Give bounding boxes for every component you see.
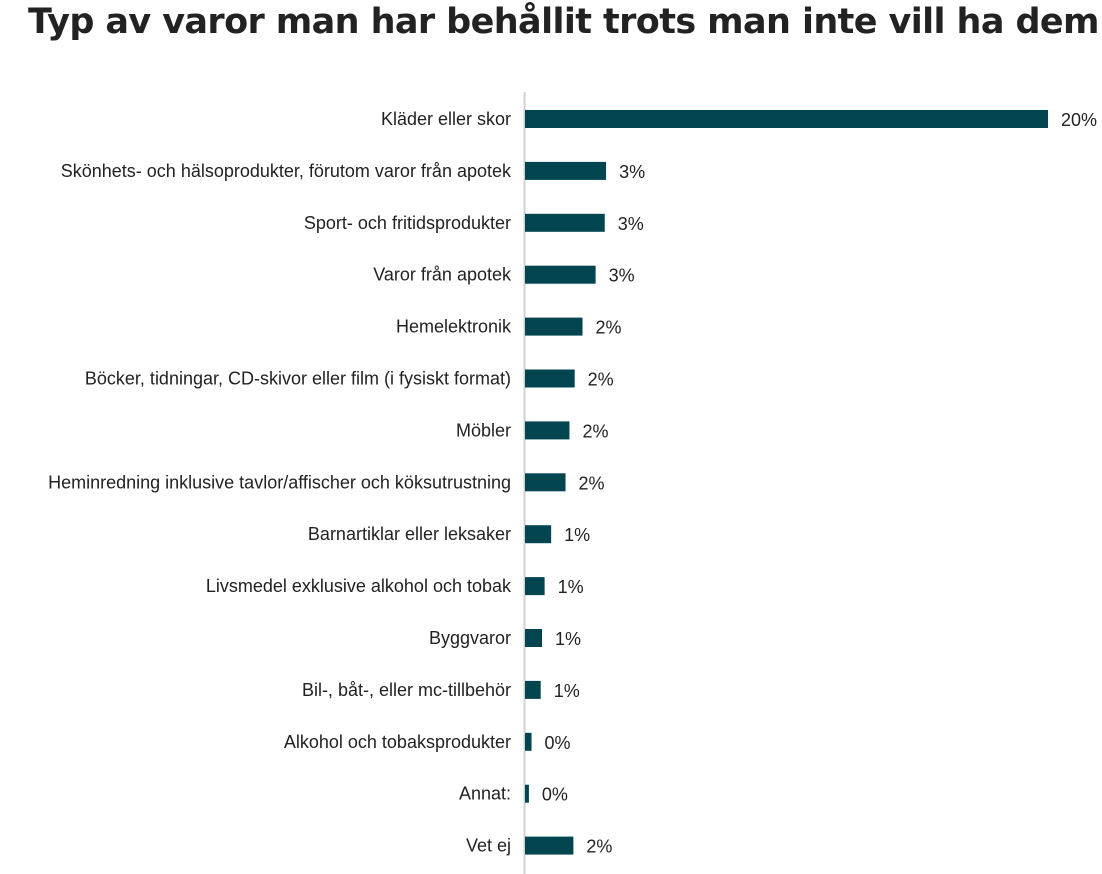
bar [525,836,574,855]
value-label: 2% [588,370,614,390]
bar [525,784,529,803]
category-label: Hemelektronik [396,317,512,337]
category-label: Annat: [459,784,511,804]
value-label: 2% [596,318,622,338]
bar [525,213,605,232]
bar [525,577,545,596]
category-label: Möbler [456,420,511,440]
bar [525,265,596,284]
bar [525,473,566,492]
category-label: Barnartiklar eller leksaker [308,524,511,544]
value-label: 3% [609,266,635,286]
category-label: Heminredning inklusive tavlor/affischer … [48,472,511,492]
value-label: 1% [555,629,581,649]
category-label: Vet ej [466,836,511,856]
bar [525,732,532,751]
category-label: Sport- och fritidsprodukter [304,213,511,233]
value-label: 2% [586,837,612,857]
bars-layer: Kläder eller skor 20% Skönhets- och hälsop… [48,109,1097,857]
category-label: Kläder eller skor [381,109,511,129]
value-label: 1% [564,525,590,545]
category-label: Skönhets- och hälsoprodukter, förutom va… [61,161,512,181]
bar [525,629,542,647]
bar [525,680,541,699]
bar [525,161,607,180]
value-label: 3% [619,162,645,182]
value-label: 1% [558,577,584,597]
bar [525,317,583,336]
category-label: Alkohol och tobaksprodukter [284,732,511,752]
value-label: 0% [545,733,571,753]
category-label: Böcker, tidningar, CD-skivor eller film … [85,369,511,389]
value-label: 2% [579,473,605,493]
category-label: Livsmedel exklusive alkohol och tobak [206,576,512,596]
bar [525,421,570,440]
category-label: Varor från apotek [373,265,512,285]
category-label: Bil-, båt-, eller mc-tillbehör [302,680,511,700]
value-label: 3% [618,214,644,234]
value-label: 2% [582,421,608,441]
category-label: Byggvaror [429,628,511,648]
value-label: 20% [1061,110,1097,130]
value-label: 0% [542,785,568,805]
bar [525,110,1048,128]
value-label: 1% [554,681,580,701]
chart-title: Typ av varor man har behållit trots man … [28,2,1100,42]
bar [525,369,575,388]
bar [525,525,552,544]
